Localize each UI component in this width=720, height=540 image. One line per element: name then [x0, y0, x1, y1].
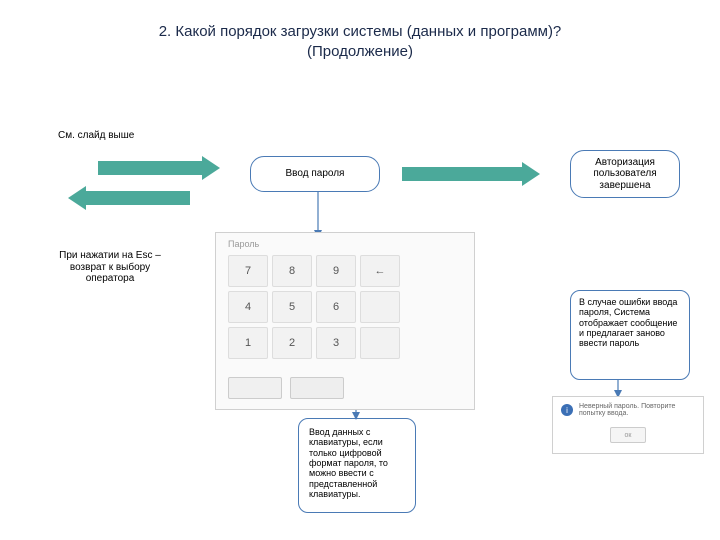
- bubble-auth-label: Авторизация пользователя завершена: [581, 157, 669, 192]
- keypad-grid: 7 8 9 ← 4 5 6 1 2 3: [228, 255, 400, 359]
- info-icon: i: [561, 404, 573, 416]
- bubble-error-note: В случае ошибки ввода пароля, Система от…: [570, 290, 690, 380]
- title-line-1: 2. Какой порядок загрузки системы (данны…: [159, 23, 562, 40]
- bubble-auth-complete: Авторизация пользователя завершена: [570, 150, 680, 198]
- title-line-2: (Продолжение): [307, 43, 413, 60]
- error-dialog-screenshot: i Неверный пароль. Повторите попытку вво…: [552, 396, 704, 454]
- keypad-bottom-row: [228, 377, 344, 399]
- keypad-key[interactable]: 3: [316, 327, 356, 359]
- keypad-key[interactable]: 9: [316, 255, 356, 287]
- keypad-btn-ok[interactable]: [290, 377, 344, 399]
- keypad-key[interactable]: 1: [228, 327, 268, 359]
- keypad-screenshot: Пароль 7 8 9 ← 4 5 6 1 2 3: [215, 232, 475, 410]
- keypad-label: Пароль: [228, 239, 259, 249]
- keypad-key[interactable]: ←: [360, 255, 400, 287]
- keypad-key[interactable]: 8: [272, 255, 312, 287]
- keypad-key[interactable]: 7: [228, 255, 268, 287]
- slide-title: 2. Какой порядок загрузки системы (данны…: [0, 22, 720, 61]
- bubble-error-label: В случае ошибки ввода пароля, Система от…: [579, 297, 681, 349]
- keypad-key[interactable]: 5: [272, 291, 312, 323]
- arrow-left-1: [68, 186, 190, 210]
- arrow-right-2: [402, 162, 540, 186]
- error-dialog-msg: Неверный пароль. Повторите попытку ввода…: [579, 403, 695, 417]
- esc-note: При нажатии на Esc – возврат к выбору оп…: [55, 250, 165, 285]
- error-dialog-row: i Неверный пароль. Повторите попытку вво…: [553, 397, 703, 423]
- keypad-key[interactable]: 6: [316, 291, 356, 323]
- bubble-input-password: Ввод пароля: [250, 156, 380, 192]
- bubble-kb-label: Ввод данных с клавиатуры, если только ци…: [309, 427, 405, 499]
- keypad-key[interactable]: 4: [228, 291, 268, 323]
- keypad-key[interactable]: 2: [272, 327, 312, 359]
- arrow-right-1: [98, 156, 220, 180]
- see-above-note: См. слайд выше: [58, 130, 134, 141]
- keypad-btn[interactable]: [228, 377, 282, 399]
- bubble-keyboard-note: Ввод данных с клавиатуры, если только ци…: [298, 418, 416, 513]
- keypad-key[interactable]: [360, 291, 400, 323]
- error-dialog-ok[interactable]: ок: [610, 427, 646, 443]
- keypad-key[interactable]: [360, 327, 400, 359]
- bubble-input-label: Ввод пароля: [286, 168, 345, 180]
